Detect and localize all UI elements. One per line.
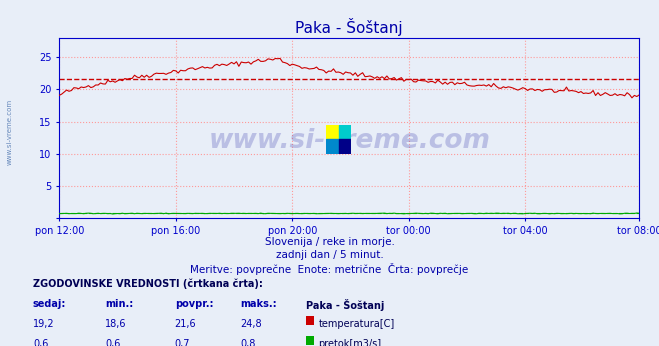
Text: 0,8: 0,8: [241, 339, 256, 346]
Bar: [339, 139, 351, 154]
Title: Paka - Šoštanj: Paka - Šoštanj: [295, 18, 403, 36]
Text: temperatura[C]: temperatura[C]: [318, 319, 395, 329]
Text: 19,2: 19,2: [33, 319, 55, 329]
Text: min.:: min.:: [105, 299, 134, 309]
Text: sedaj:: sedaj:: [33, 299, 67, 309]
Text: www.si-vreme.com: www.si-vreme.com: [208, 128, 490, 154]
Text: pretok[m3/s]: pretok[m3/s]: [318, 339, 382, 346]
Text: 0,6: 0,6: [105, 339, 121, 346]
Bar: [339, 125, 351, 139]
Text: 0,6: 0,6: [33, 339, 48, 346]
Text: 0,7: 0,7: [175, 339, 190, 346]
Text: maks.:: maks.:: [241, 299, 277, 309]
Text: Slovenija / reke in morje.: Slovenija / reke in morje.: [264, 237, 395, 247]
Bar: [326, 125, 339, 139]
Text: www.si-vreme.com: www.si-vreme.com: [7, 98, 13, 165]
Text: 24,8: 24,8: [241, 319, 262, 329]
Text: Meritve: povprečne  Enote: metrične  Črta: povprečje: Meritve: povprečne Enote: metrične Črta:…: [190, 263, 469, 275]
Bar: [326, 139, 339, 154]
Text: zadnji dan / 5 minut.: zadnji dan / 5 minut.: [275, 250, 384, 260]
Text: povpr.:: povpr.:: [175, 299, 213, 309]
Text: ZGODOVINSKE VREDNOSTI (črtkana črta):: ZGODOVINSKE VREDNOSTI (črtkana črta):: [33, 279, 263, 289]
Text: Paka - Šoštanj: Paka - Šoštanj: [306, 299, 385, 311]
Text: 18,6: 18,6: [105, 319, 127, 329]
Text: 21,6: 21,6: [175, 319, 196, 329]
